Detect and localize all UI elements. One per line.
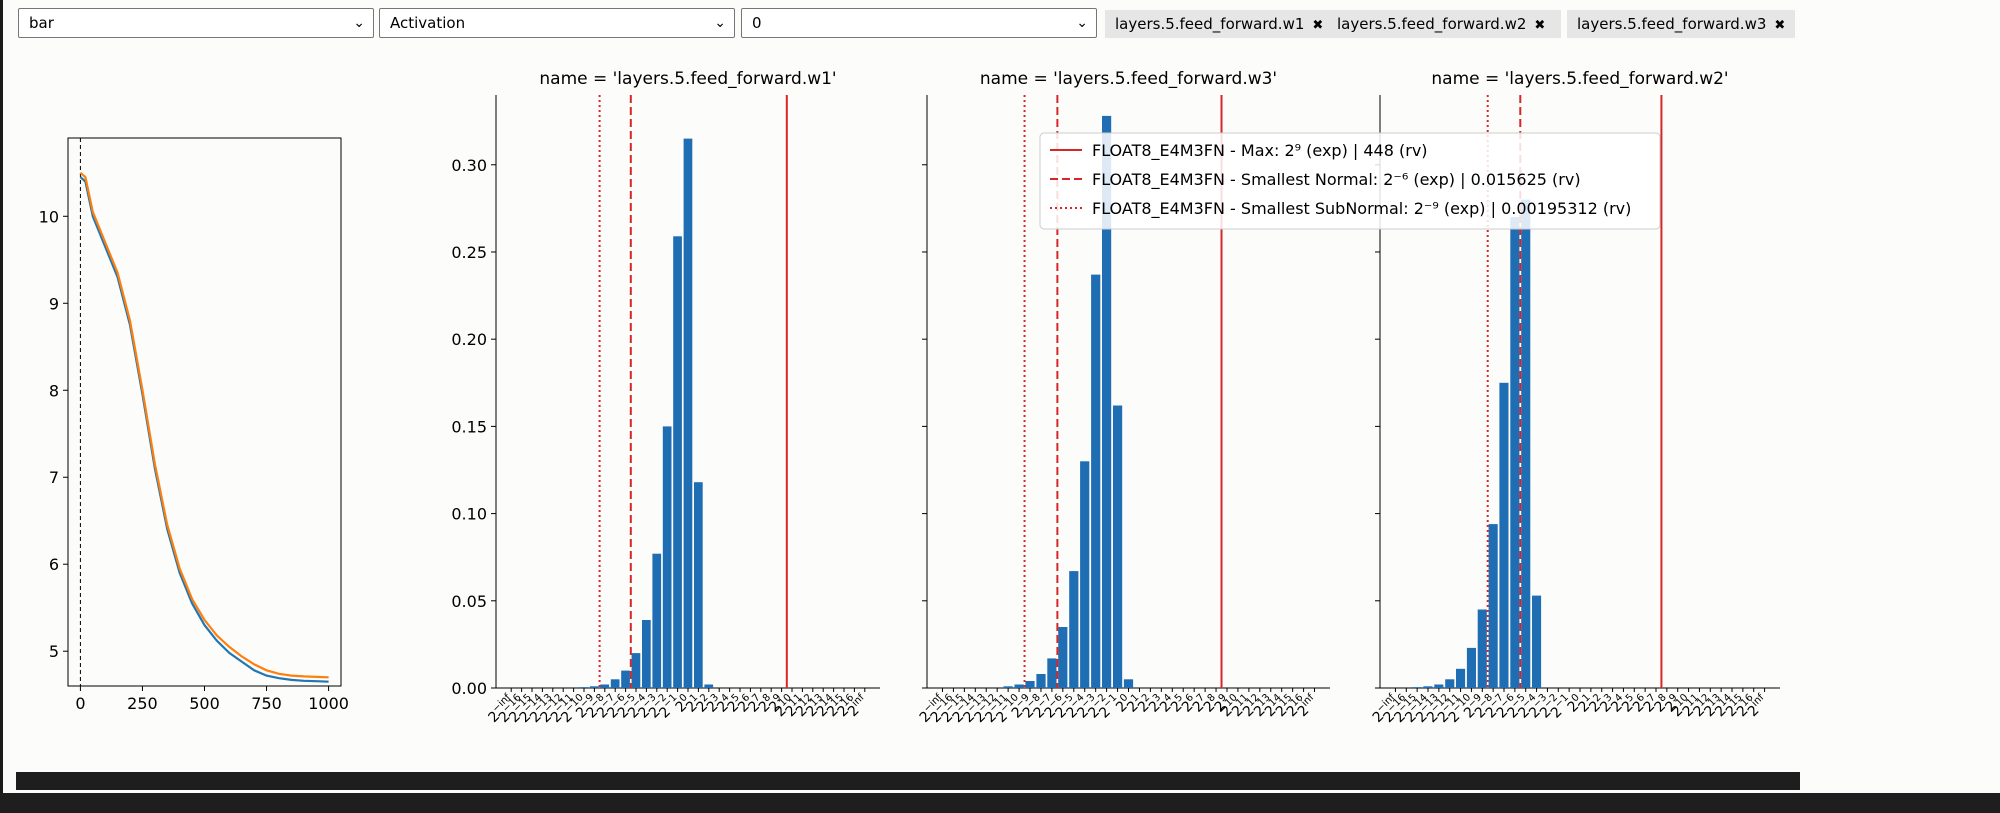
legend-entry-label: FLOAT8_E4M3FN - Max: 2⁹ (exp) | 448 (rv) [1092,141,1428,161]
histogram-bar [1477,609,1487,688]
histogram-bar [1014,684,1024,688]
x-tick-label: 0 [75,694,85,713]
figure-canvas: 0 250 500 750 1000 5 6 7 8 9 10 name = 'layers.5.fe… [39,69,1780,726]
y-tick-label: 10 [39,207,59,226]
histogram-bar [683,138,693,689]
panel-title: name = 'layers.5.feed_forward.w2' [1431,69,1728,89]
x-tick-label: 750 [251,694,282,713]
histogram-bar [1423,686,1433,688]
legend-entry-label: FLOAT8_E4M3FN - Smallest SubNormal: 2⁻⁹ … [1092,199,1631,219]
histogram-bar [1025,681,1035,688]
x-tick-label: 250 [127,694,158,713]
histogram-bar [642,620,651,688]
histogram-bar [1445,679,1455,688]
histogram-bar [652,553,662,688]
panel-title: name = 'layers.5.feed_forward.w3' [980,69,1277,89]
y-tick-label: 0.00 [451,679,487,698]
loss-series-line [79,176,329,683]
histogram-bar [1123,679,1134,688]
y-tick-label: 6 [49,555,59,574]
window-left-edge [0,0,3,813]
histogram-bar [1488,524,1498,688]
chevron-down-icon: ⌄ [1076,15,1088,31]
chevron-down-icon: ⌄ [353,15,365,31]
tag-label: layers.5.feed_forward.w1 [1115,15,1305,33]
legend-entry-label: FLOAT8_E4M3FN - Smallest Normal: 2⁻⁶ (ex… [1092,170,1581,190]
close-icon[interactable]: ✖ [1312,18,1324,33]
close-icon[interactable]: ✖ [1774,18,1786,33]
y-tick-label: 0.05 [451,592,487,611]
histogram-bar [1521,199,1531,688]
index-select[interactable]: 0 ⌄ [741,8,1097,38]
panel-title: name = 'layers.5.feed_forward.w1' [539,69,836,89]
close-icon[interactable]: ✖ [1534,18,1546,33]
y-tick-label: 5 [49,642,59,661]
histogram-bar [704,684,714,688]
histogram-bar [1510,217,1520,688]
plot-type-value: bar [29,14,54,32]
y-tick-label: 0.15 [451,417,487,436]
tag-w3: layers.5.feed_forward.w3 ✖ [1567,10,1795,38]
histogram-bar [600,684,610,688]
y-tick-label: 7 [49,468,59,487]
histogram-bar [673,236,682,689]
tag-label: layers.5.feed_forward.w3 [1577,15,1767,33]
histogram-bar [610,679,620,688]
y-tick-label: 9 [49,294,59,313]
histogram-bar [631,653,641,688]
tag-w1: layers.5.feed_forward.w1 ✖ [1105,10,1341,38]
bottom-bar [0,793,2000,813]
x-tick-label: 1000 [308,694,349,713]
x-tick-label: 500 [189,694,220,713]
histogram-bar [1466,647,1476,688]
histogram-bar [621,670,630,688]
histogram-bar [1102,115,1112,688]
histogram-bar [1499,382,1509,688]
loss-series-line [79,171,329,679]
histogram-bar [1080,461,1090,688]
chevron-down-icon: ⌄ [714,15,726,31]
line-plot-frame [67,137,342,687]
tag-w2: layers.5.feed_forward.w2 ✖ [1327,10,1561,38]
histogram-bar [662,426,672,688]
y-tick-label: 0.30 [451,156,487,175]
tag-label: layers.5.feed_forward.w2 [1337,15,1527,33]
histogram-bar [1003,686,1013,688]
metric-select[interactable]: Activation ⌄ [379,8,735,38]
index-value: 0 [752,14,762,32]
histogram-bar [1091,274,1101,688]
y-tick-label: 0.10 [451,505,487,524]
plot-type-select[interactable]: bar ⌄ [18,8,374,38]
histogram-bar [1047,658,1057,688]
y-tick-label: 8 [49,381,59,400]
horizontal-scrollbar[interactable] [16,772,1800,790]
histogram-bar [1069,571,1079,688]
histogram-bar [1113,405,1123,688]
y-tick-label: 0.20 [451,330,487,349]
histogram-bar [1058,627,1068,688]
y-tick-label: 0.25 [451,243,487,262]
histogram-bar [1036,674,1046,688]
histogram-bar [590,686,599,688]
legend-box [1039,132,1661,230]
histogram-bar [1412,687,1422,688]
histogram-bar [1434,684,1444,688]
histogram-bar [1532,595,1542,688]
histogram-bar [694,482,703,688]
histogram-bar [1456,668,1466,688]
histogram-bar [579,687,589,688]
metric-value: Activation [390,14,466,32]
